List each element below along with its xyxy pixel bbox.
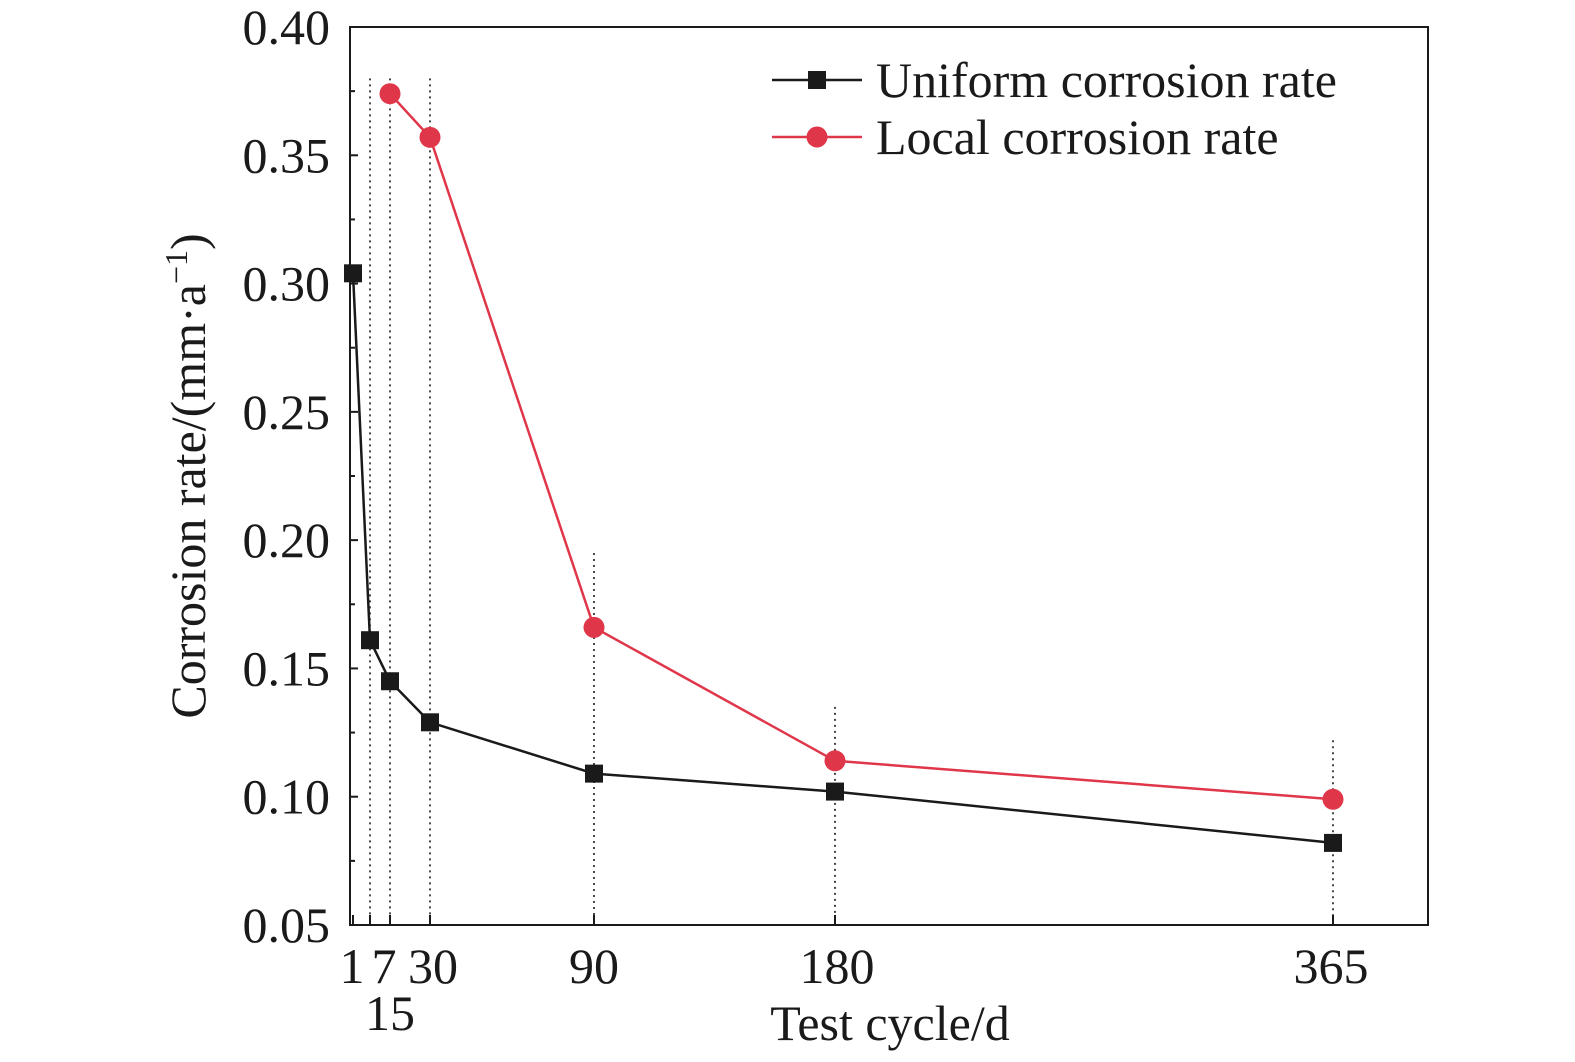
legend-marker xyxy=(806,126,828,148)
x-tick-label: 1 xyxy=(340,938,365,994)
x-tick-label: 7 xyxy=(372,938,397,994)
data-point xyxy=(419,126,441,148)
y-tick-label: 0.15 xyxy=(243,640,331,696)
series-layer xyxy=(344,83,1344,852)
x-tick-label: 365 xyxy=(1294,938,1369,994)
y-tick-label: 0.30 xyxy=(243,256,331,312)
data-point xyxy=(421,713,439,732)
data-point xyxy=(381,672,399,691)
data-point xyxy=(826,782,844,801)
x-tick-label: 30 xyxy=(408,938,458,994)
x-axis-title: Test cycle/d xyxy=(770,995,1009,1051)
legend-marker xyxy=(808,71,826,89)
legend-label: Local corrosion rate xyxy=(876,109,1279,165)
y-tick-label: 0.40 xyxy=(243,0,331,55)
data-point xyxy=(583,616,605,638)
y-tick-label: 0.05 xyxy=(243,897,331,953)
series-line-2 xyxy=(389,92,1334,801)
y-axis-title: Corrosion rate/(mm·a−1) xyxy=(158,233,216,718)
y-tick-label: 0.10 xyxy=(243,769,331,825)
y-tick-label: 0.25 xyxy=(243,384,331,440)
reference-lines xyxy=(369,78,1334,925)
y-axis-title-main: Corrosion rate/(mm·a xyxy=(160,284,216,719)
y-axis: 0.05 0.10 0.15 0.20 0.25 0.30 0.35 0.40 xyxy=(243,0,358,953)
legend-label: Uniform corrosion rate xyxy=(876,52,1337,108)
y-axis-title-close: ) xyxy=(160,233,216,250)
y-axis-title-superscript: −1 xyxy=(158,250,194,284)
y-tick-label: 0.20 xyxy=(243,512,331,568)
data-point xyxy=(1322,788,1344,810)
y-tick-label: 0.35 xyxy=(243,127,331,183)
x-tick-label: 180 xyxy=(800,938,875,994)
data-point xyxy=(379,83,401,105)
data-point xyxy=(1324,833,1342,852)
data-point xyxy=(824,750,846,772)
x-tick-label: 90 xyxy=(569,938,619,994)
x-tick-label: 15 xyxy=(365,985,415,1041)
data-point xyxy=(361,631,379,650)
data-point xyxy=(344,264,362,283)
data-point xyxy=(585,764,603,783)
